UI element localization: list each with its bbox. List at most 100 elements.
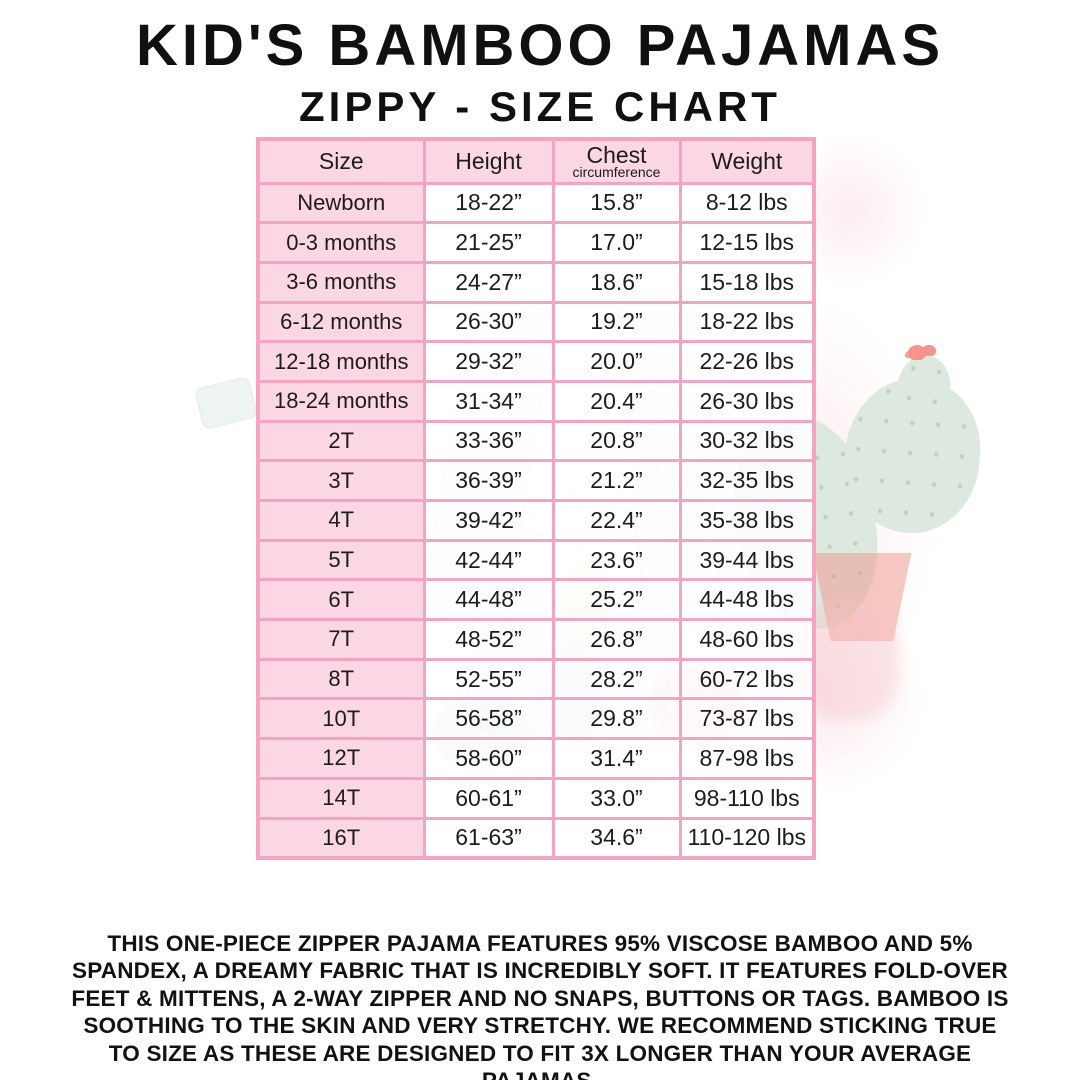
weight-cell: 12-15 lbs xyxy=(678,221,816,264)
chest-cell: 28.2” xyxy=(551,657,682,701)
chest-cell: 20.4” xyxy=(551,379,682,423)
table-row: 10T 56-58” 29.8” 73-87 lbs xyxy=(256,697,816,741)
chest-cell: 18.6” xyxy=(551,260,682,304)
height-cell: 61-63” xyxy=(422,816,555,860)
chest-cell: 15.8” xyxy=(551,181,682,225)
table-row: 6-12 months 26-30” 19.2” 18-22 lbs xyxy=(256,300,816,344)
height-cell: 33-36” xyxy=(422,419,555,463)
cactus-pad-icon xyxy=(893,351,955,421)
chest-cell: 25.2” xyxy=(551,578,682,622)
height-cell: 26-30” xyxy=(422,300,555,344)
height-cell: 31-34” xyxy=(422,379,555,423)
height-cell: 24-27” xyxy=(422,260,555,304)
column-header-height: Height xyxy=(422,137,555,185)
chest-cell: 20.0” xyxy=(551,340,682,383)
weight-cell: 18-22 lbs xyxy=(678,300,816,344)
height-cell: 60-61” xyxy=(422,776,555,820)
size-cell: 2T xyxy=(256,419,426,463)
column-header-size: Size xyxy=(256,137,426,185)
weight-cell: 39-44 lbs xyxy=(678,538,816,582)
chest-cell: 34.6” xyxy=(551,816,682,860)
size-cell: 10T xyxy=(256,697,426,741)
height-cell: 21-25” xyxy=(422,221,555,264)
size-cell: 12-18 months xyxy=(256,340,426,383)
height-cell: 36-39” xyxy=(422,459,555,502)
table-row: 18-24 months 31-34” 20.4” 26-30 lbs xyxy=(256,379,816,423)
page-title: KID'S BAMBOO PAJAMAS xyxy=(135,13,945,78)
chest-header-label: Chest xyxy=(586,142,647,169)
weight-cell: 22-26 lbs xyxy=(678,340,816,383)
weight-cell: 15-18 lbs xyxy=(678,260,816,304)
height-cell: 18-22” xyxy=(422,181,555,225)
weight-cell: 8-12 lbs xyxy=(678,181,816,225)
table-row: 2T 33-36” 20.8” 30-32 lbs xyxy=(256,419,816,463)
height-cell: 44-48” xyxy=(422,578,555,622)
size-cell: 18-24 months xyxy=(256,379,426,423)
page-subtitle: ZIPPY - SIZE CHART xyxy=(299,83,781,130)
cactus-pot-icon xyxy=(812,553,912,641)
table-row: 7T 48-52” 26.8” 48-60 lbs xyxy=(256,618,816,661)
table-row: 6T 44-48” 25.2” 44-48 lbs xyxy=(256,578,816,622)
weight-cell: 32-35 lbs xyxy=(678,459,816,502)
height-cell: 56-58” xyxy=(422,697,555,741)
table-row: 14T 60-61” 33.0” 98-110 lbs xyxy=(256,776,816,820)
size-cell: 6-12 months xyxy=(256,300,426,344)
size-cell: 12T xyxy=(256,737,426,780)
header: KID'S BAMBOO PAJAMAS ZIPPY - SIZE CHART xyxy=(0,12,1080,131)
cactus-pad-icon xyxy=(839,373,986,538)
logo-watermark-shape xyxy=(193,375,259,431)
weight-cell: 98-110 lbs xyxy=(678,776,816,820)
size-chart: Size Height Chest circumference Weight N… xyxy=(256,137,816,860)
table-row: 12-18 months 29-32” 20.0” 22-26 lbs xyxy=(256,340,816,383)
height-cell: 29-32” xyxy=(422,340,555,383)
column-header-chest: Chest circumference xyxy=(551,137,682,185)
chest-cell: 23.6” xyxy=(551,538,682,582)
weight-cell: 48-60 lbs xyxy=(678,618,816,661)
size-cell: 8T xyxy=(256,657,426,701)
table-row: 16T 61-63” 34.6” 110-120 lbs xyxy=(256,816,816,860)
weight-cell: 44-48 lbs xyxy=(678,578,816,622)
table-row: 5T 42-44” 23.6” 39-44 lbs xyxy=(256,538,816,582)
table-row: 0-3 months 21-25” 17.0” 12-15 lbs xyxy=(256,221,816,264)
size-cell: 3-6 months xyxy=(256,260,426,304)
table-row: 4T 39-42” 22.4” 35-38 lbs xyxy=(256,499,816,542)
size-chart-table: Size Height Chest circumference Weight N… xyxy=(256,137,816,860)
product-description: THIS ONE-PIECE ZIPPER PAJAMA FEATURES 95… xyxy=(71,931,1009,1080)
size-cell: Newborn xyxy=(256,181,426,225)
chest-header-subtext: circumference xyxy=(572,164,661,181)
size-cell: 4T xyxy=(256,499,426,542)
chest-cell: 21.2” xyxy=(551,459,682,502)
height-cell: 48-52” xyxy=(422,618,555,661)
cactus-flower-icon xyxy=(908,345,926,360)
header-row: Size Height Chest circumference Weight xyxy=(256,137,816,185)
size-cell: 5T xyxy=(256,538,426,582)
height-cell: 39-42” xyxy=(422,499,555,542)
table-row: 3T 36-39” 21.2” 32-35 lbs xyxy=(256,459,816,502)
size-chart-body: Newborn 18-22” 15.8” 8-12 lbs 0-3 months… xyxy=(256,181,816,860)
size-cell: 6T xyxy=(256,578,426,622)
table-row: Newborn 18-22” 15.8” 8-12 lbs xyxy=(256,181,816,225)
weight-cell: 87-98 lbs xyxy=(678,737,816,780)
chest-cell: 17.0” xyxy=(551,221,682,264)
weight-cell: 110-120 lbs xyxy=(678,816,816,860)
chest-cell: 26.8” xyxy=(551,618,682,661)
chest-cell: 33.0” xyxy=(551,776,682,820)
chest-cell: 29.8” xyxy=(551,697,682,741)
height-cell: 52-55” xyxy=(422,657,555,701)
table-row: 12T 58-60” 31.4” 87-98 lbs xyxy=(256,737,816,780)
table-row: 8T 52-55” 28.2” 60-72 lbs xyxy=(256,657,816,701)
weight-cell: 26-30 lbs xyxy=(678,379,816,423)
size-cell: 14T xyxy=(256,776,426,820)
chest-cell: 22.4” xyxy=(551,499,682,542)
height-cell: 58-60” xyxy=(422,737,555,780)
chest-cell: 31.4” xyxy=(551,737,682,780)
size-cell: 0-3 months xyxy=(256,221,426,264)
chest-cell: 20.8” xyxy=(551,419,682,463)
weight-cell: 73-87 lbs xyxy=(678,697,816,741)
table-row: 3-6 months 24-27” 18.6” 15-18 lbs xyxy=(256,260,816,304)
size-cell: 16T xyxy=(256,816,426,860)
height-cell: 42-44” xyxy=(422,538,555,582)
weight-cell: 30-32 lbs xyxy=(678,419,816,463)
weight-cell: 60-72 lbs xyxy=(678,657,816,701)
